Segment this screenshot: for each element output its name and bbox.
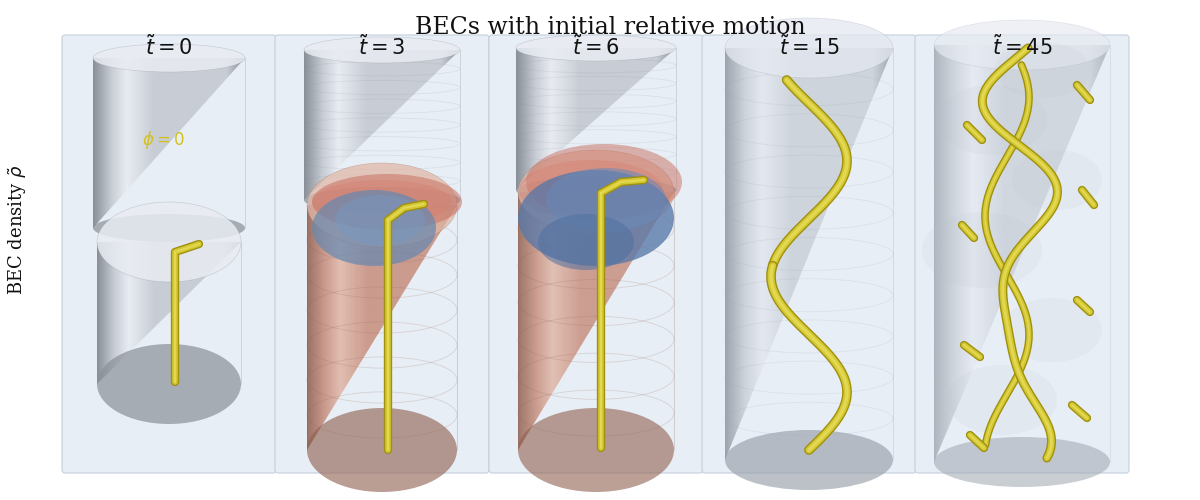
FancyBboxPatch shape [916, 35, 1129, 473]
Ellipse shape [94, 44, 245, 72]
FancyBboxPatch shape [275, 35, 490, 473]
Text: BEC density $\tilde{\rho}$: BEC density $\tilde{\rho}$ [7, 164, 29, 296]
Text: $\phi = 0$: $\phi = 0$ [142, 129, 185, 151]
Text: $\tilde{t}=6$: $\tilde{t}=6$ [572, 34, 620, 59]
FancyBboxPatch shape [62, 35, 276, 473]
Ellipse shape [518, 170, 674, 266]
Ellipse shape [725, 430, 893, 490]
Ellipse shape [335, 195, 425, 245]
Ellipse shape [307, 163, 457, 247]
Ellipse shape [922, 212, 1042, 288]
Ellipse shape [304, 37, 460, 63]
Ellipse shape [1002, 298, 1102, 362]
Text: $\tilde{t}=0$: $\tilde{t}=0$ [145, 34, 193, 59]
Ellipse shape [312, 190, 436, 266]
Ellipse shape [994, 42, 1090, 98]
Ellipse shape [947, 365, 1057, 435]
Ellipse shape [934, 20, 1110, 70]
FancyBboxPatch shape [490, 35, 703, 473]
Ellipse shape [934, 437, 1110, 487]
Ellipse shape [307, 408, 457, 492]
Text: $\tilde{t}=3$: $\tilde{t}=3$ [359, 34, 406, 59]
Text: $\tilde{t}=15$: $\tilde{t}=15$ [779, 34, 839, 59]
Ellipse shape [518, 150, 674, 234]
Ellipse shape [94, 214, 245, 242]
Text: BECs with initial relative motion: BECs with initial relative motion [415, 16, 805, 39]
Ellipse shape [97, 202, 241, 282]
Ellipse shape [304, 187, 460, 213]
Ellipse shape [97, 344, 241, 424]
FancyBboxPatch shape [702, 35, 916, 473]
Ellipse shape [520, 160, 662, 220]
Ellipse shape [526, 144, 682, 220]
Ellipse shape [725, 18, 893, 78]
Ellipse shape [538, 214, 634, 270]
Text: $\tilde{t}=45$: $\tilde{t}=45$ [991, 34, 1052, 59]
Ellipse shape [516, 35, 676, 61]
Ellipse shape [312, 174, 462, 230]
Ellipse shape [937, 85, 1046, 155]
Ellipse shape [518, 408, 674, 492]
Ellipse shape [312, 180, 452, 224]
Ellipse shape [516, 177, 676, 203]
Ellipse shape [546, 168, 666, 232]
Ellipse shape [1012, 150, 1102, 210]
